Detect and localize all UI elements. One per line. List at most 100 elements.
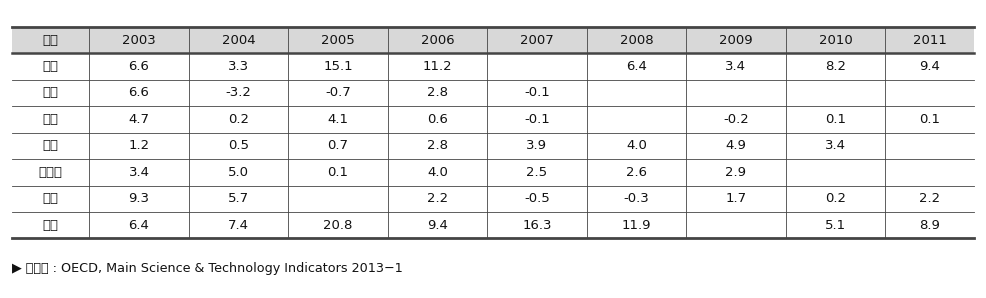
Bar [786, 27, 885, 53]
Text: 9.4: 9.4 [919, 60, 940, 73]
Bar [288, 80, 387, 106]
Bar [686, 159, 786, 185]
Text: 1.2: 1.2 [128, 139, 150, 152]
Bar [12, 27, 90, 53]
Bar [90, 80, 188, 106]
Bar [885, 53, 974, 80]
Text: 4.1: 4.1 [327, 113, 348, 126]
Bar [786, 80, 885, 106]
Bar [587, 159, 686, 185]
Bar [12, 133, 90, 159]
Text: 9.3: 9.3 [128, 192, 150, 205]
Text: 2.2: 2.2 [919, 192, 941, 205]
Bar [686, 212, 786, 238]
Text: 0.5: 0.5 [228, 139, 249, 152]
Text: 2.5: 2.5 [527, 166, 547, 179]
Text: 2004: 2004 [222, 34, 255, 46]
Bar [188, 106, 288, 133]
Text: -0.1: -0.1 [525, 113, 550, 126]
Bar [12, 80, 90, 106]
Bar [587, 106, 686, 133]
Text: -0.1: -0.1 [525, 86, 550, 100]
Bar [12, 53, 90, 80]
Text: 2008: 2008 [619, 34, 654, 46]
Bar [686, 80, 786, 106]
Bar [12, 159, 90, 185]
Bar [188, 185, 288, 212]
Text: -0.5: -0.5 [525, 192, 550, 205]
Text: 한국: 한국 [42, 60, 58, 73]
Bar [487, 53, 587, 80]
Text: 구분: 구분 [42, 34, 58, 46]
Text: 3.4: 3.4 [825, 139, 846, 152]
Text: 중국: 중국 [42, 219, 58, 232]
Text: 3.3: 3.3 [228, 60, 249, 73]
Text: 2.2: 2.2 [427, 192, 448, 205]
Bar [188, 212, 288, 238]
Text: 0.6: 0.6 [427, 113, 448, 126]
Text: -3.2: -3.2 [226, 86, 251, 100]
Bar [686, 133, 786, 159]
Text: ▶ 자료원 : OECD, Main Science & Technology Indicators 2013−1: ▶ 자료원 : OECD, Main Science & Technology … [12, 262, 402, 275]
Text: 11.9: 11.9 [622, 219, 651, 232]
Bar [387, 212, 487, 238]
Text: 5.7: 5.7 [228, 192, 249, 205]
Bar [686, 53, 786, 80]
Text: 일본: 일본 [42, 113, 58, 126]
Bar [487, 185, 587, 212]
Bar [12, 106, 90, 133]
Text: 4.9: 4.9 [726, 139, 746, 152]
Text: 2007: 2007 [520, 34, 554, 46]
Text: 0.1: 0.1 [825, 113, 846, 126]
Text: 2.6: 2.6 [626, 166, 647, 179]
Bar [885, 27, 974, 53]
Text: -0.2: -0.2 [723, 113, 748, 126]
Bar [387, 27, 487, 53]
Text: 2.9: 2.9 [726, 166, 746, 179]
Bar [90, 53, 188, 80]
Bar [387, 159, 487, 185]
Bar [686, 106, 786, 133]
Text: 3.4: 3.4 [726, 60, 746, 73]
Text: 5.0: 5.0 [228, 166, 249, 179]
Text: 2010: 2010 [818, 34, 852, 46]
Bar [885, 133, 974, 159]
Bar [387, 106, 487, 133]
Bar [786, 53, 885, 80]
Text: -0.7: -0.7 [325, 86, 351, 100]
Bar [587, 53, 686, 80]
Bar [786, 185, 885, 212]
Text: 3.9: 3.9 [527, 139, 547, 152]
Text: 0.2: 0.2 [228, 113, 249, 126]
Bar [786, 133, 885, 159]
Bar [188, 133, 288, 159]
Text: 20.8: 20.8 [323, 219, 353, 232]
Bar [587, 133, 686, 159]
Text: 5.1: 5.1 [825, 219, 846, 232]
Text: 9.4: 9.4 [427, 219, 448, 232]
Bar [387, 80, 487, 106]
Bar [686, 27, 786, 53]
Bar [12, 185, 90, 212]
Bar [487, 80, 587, 106]
Bar [288, 185, 387, 212]
Text: 0.1: 0.1 [919, 113, 941, 126]
Text: 프랑스: 프랑스 [38, 166, 62, 179]
Text: 7.4: 7.4 [228, 219, 249, 232]
Text: 6.6: 6.6 [128, 86, 150, 100]
Bar [487, 106, 587, 133]
Bar [90, 185, 188, 212]
Bar [587, 27, 686, 53]
Text: 16.3: 16.3 [523, 219, 552, 232]
Text: 독일: 독일 [42, 139, 58, 152]
Bar [90, 159, 188, 185]
Bar [188, 53, 288, 80]
Text: 2.8: 2.8 [427, 86, 448, 100]
Text: 8.9: 8.9 [919, 219, 940, 232]
Text: 2005: 2005 [321, 34, 355, 46]
Text: 6.4: 6.4 [626, 60, 647, 73]
Text: 4.7: 4.7 [128, 113, 150, 126]
Bar [188, 27, 288, 53]
Text: 2.8: 2.8 [427, 139, 448, 152]
Bar [288, 212, 387, 238]
